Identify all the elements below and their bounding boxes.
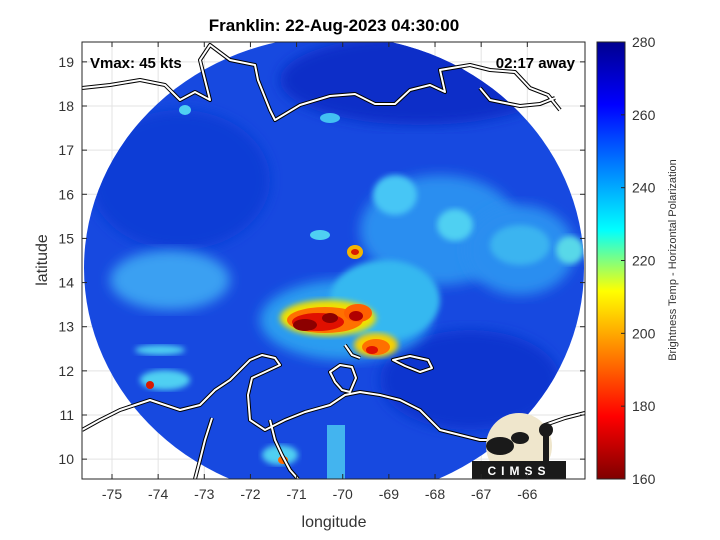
convective-cell bbox=[310, 230, 330, 240]
storm-core bbox=[322, 313, 338, 323]
convective-cell bbox=[179, 105, 191, 115]
y-tick-label: 10 bbox=[58, 451, 74, 467]
colorbar-tick-label: 180 bbox=[632, 398, 656, 414]
colorbar-tick-label: 160 bbox=[632, 471, 656, 487]
colorbar-tick-label: 280 bbox=[632, 34, 656, 50]
y-tick-label: 18 bbox=[58, 98, 74, 114]
x-axis-label: longitude bbox=[302, 514, 367, 531]
y-tick-label: 13 bbox=[58, 319, 74, 335]
time-away-label: 02:17 away bbox=[496, 55, 576, 72]
x-tick-label: -74 bbox=[148, 486, 168, 502]
colorbar-label: Brightness Temp - Horizontal Polarizatio… bbox=[667, 159, 679, 361]
y-axis-label: latitude bbox=[34, 234, 51, 286]
y-tick-label: 12 bbox=[58, 363, 74, 379]
cloud-region bbox=[110, 250, 230, 310]
y-tick-label: 17 bbox=[58, 142, 74, 158]
cloud-region bbox=[437, 209, 473, 241]
logo-dish bbox=[511, 432, 529, 444]
logo-text: CIMSS bbox=[487, 464, 550, 478]
colorbar-tick-label: 220 bbox=[632, 253, 656, 269]
x-tick-label: -69 bbox=[379, 486, 399, 502]
x-tick-label: -72 bbox=[240, 486, 260, 502]
x-tick-label: -75 bbox=[102, 486, 122, 502]
y-tick-label: 19 bbox=[58, 54, 74, 70]
convective-cell bbox=[135, 345, 185, 355]
x-axis-ticks: -75 -74 -73 -72 -71 -70 -69 -68 -67 -66 bbox=[102, 42, 538, 502]
x-tick-label: -70 bbox=[333, 486, 353, 502]
axes-frame bbox=[81, 41, 586, 480]
x-tick-label: -66 bbox=[517, 486, 537, 502]
x-tick-label: -68 bbox=[425, 486, 445, 502]
swath bbox=[84, 42, 584, 479]
y-tick-label: 16 bbox=[58, 186, 74, 202]
colorbar-tick-label: 200 bbox=[632, 325, 656, 341]
colorbar-tick-label: 260 bbox=[632, 107, 656, 123]
cimss-logo: CIMSS bbox=[472, 413, 566, 479]
convective-cell bbox=[320, 113, 340, 123]
y-tick-label: 11 bbox=[59, 407, 74, 423]
logo-banner bbox=[472, 461, 566, 479]
storm-core bbox=[349, 311, 363, 321]
y-axis-ticks: 10 11 12 13 14 15 16 17 18 19 bbox=[58, 54, 585, 467]
dark-blue-region bbox=[380, 330, 560, 430]
storm-core bbox=[366, 346, 378, 354]
cloud-region bbox=[490, 225, 550, 265]
y-tick-label: 15 bbox=[58, 230, 74, 246]
colorbar-tick-label: 240 bbox=[632, 180, 656, 196]
cloud-region bbox=[373, 175, 417, 215]
map-title: Franklin: 22-Aug-2023 04:30:00 bbox=[209, 16, 459, 35]
storm-core bbox=[293, 319, 317, 331]
colorbar: 160 180 200 220 240 260 280 Brightness Temp - … bbox=[596, 34, 679, 487]
convective-cell bbox=[146, 381, 154, 389]
logo-water-tower bbox=[543, 433, 549, 463]
vmax-label: Vmax: 45 kts bbox=[90, 55, 182, 72]
dark-blue-region bbox=[90, 110, 270, 250]
x-tick-label: -67 bbox=[471, 486, 491, 502]
coastlines bbox=[82, 43, 585, 479]
convective-cell bbox=[351, 249, 359, 255]
cloud-region bbox=[556, 236, 584, 264]
x-tick-label: -71 bbox=[286, 486, 306, 502]
swath-edge-artifact bbox=[327, 425, 345, 479]
colorbar-gradient bbox=[596, 41, 626, 480]
y-tick-label: 14 bbox=[58, 275, 74, 291]
logo-water-tower bbox=[539, 423, 553, 437]
colorbar-ticks: 160 180 200 220 240 260 280 bbox=[621, 34, 656, 487]
logo-dish bbox=[486, 437, 514, 455]
x-tick-label: -73 bbox=[194, 486, 214, 502]
